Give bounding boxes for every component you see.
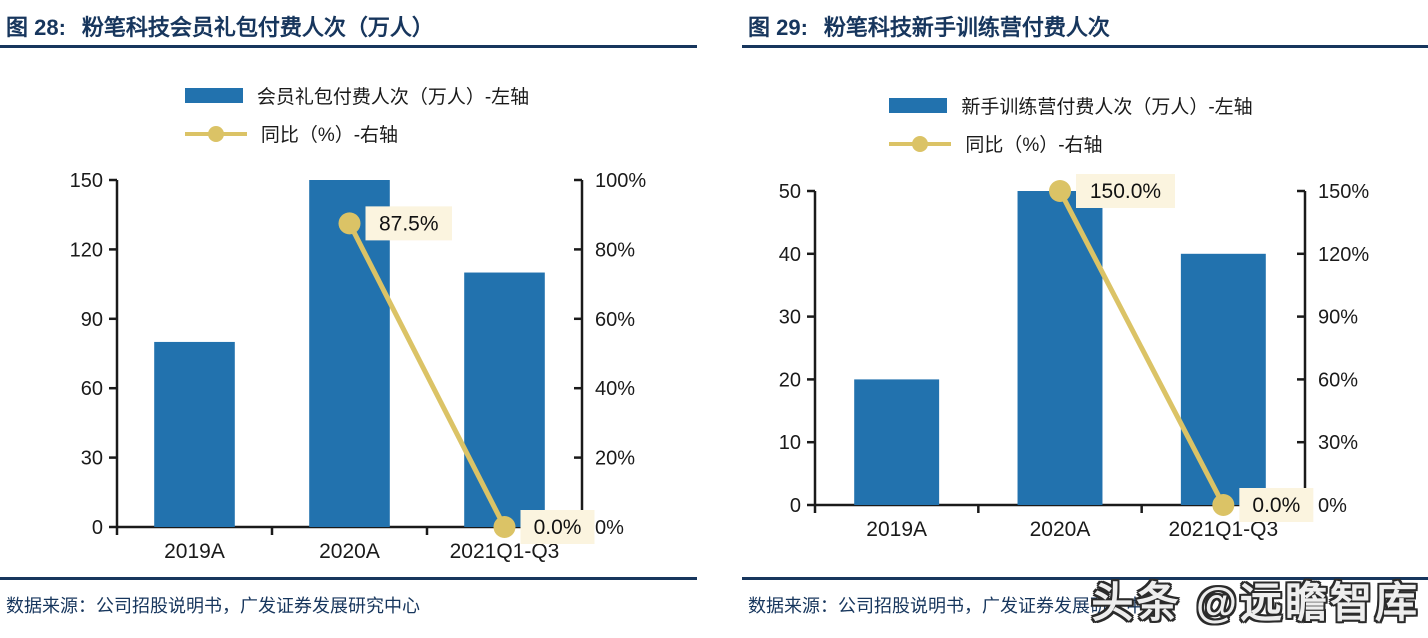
left-axis-tick-label: 10 [779, 432, 801, 454]
yoy-line [1057, 189, 1226, 507]
line-marker [338, 212, 361, 235]
figure-28-panel: 图 28: 粉笔科技会员礼包付费人次（万人） 会员礼包付费人次（万人）-左轴 同… [0, 10, 714, 616]
x-axis-label: 2021Q1-Q3 [1168, 518, 1278, 541]
left-axis-tick-label: 90 [81, 309, 103, 331]
line-marker [493, 516, 516, 538]
x-axis-label: 2020A [1030, 518, 1091, 541]
data-label: 87.5% [379, 212, 439, 235]
left-axis-tick-label: 150 [70, 170, 103, 192]
bar [1180, 253, 1266, 505]
figure-label: 图 29: [748, 15, 808, 40]
line-marker [1212, 494, 1235, 516]
right-axis-tick-label: 0% [1318, 495, 1347, 517]
yoy-line [347, 222, 507, 529]
legend: 新手训练营付费人次（万人）-左轴 同比（%）-右轴 [714, 92, 1428, 157]
right-axis-tick-label: 120% [1318, 244, 1369, 266]
legend-item-bar: 会员礼包付费人次（万人）-左轴 [184, 82, 530, 109]
bar-line-chart: 0 10 20 30 40 50 0% 30% 60% 90% 120% 150% 2019A 2020A… [779, 174, 1369, 541]
bar-line-chart: 0 30 60 90 120 150 0% 20% 40% 60% 80% 100% 2019A 2020… [70, 170, 647, 562]
figure-29-panel: 图 29: 粉笔科技新手训练营付费人次 新手训练营付费人次（万人）-左轴 同比（… [714, 0, 1428, 638]
right-axis-tick-label: 30% [1318, 432, 1358, 454]
figure-29-header: 图 29: 粉笔科技新手训练营付费人次 [748, 10, 1110, 42]
bar [854, 379, 940, 505]
figure-label: 图 28: [6, 15, 66, 40]
footer-divider [0, 577, 697, 580]
x-axis-label: 2021Q1-Q3 [450, 540, 560, 562]
x-axis-label: 2019A [164, 540, 225, 562]
figure-title: 粉笔科技会员礼包付费人次（万人） [81, 15, 434, 40]
bar-swatch-icon [184, 88, 243, 103]
data-label: 150.0% [1090, 180, 1161, 203]
left-axis-tick-label: 50 [779, 181, 801, 203]
left-axis-tick-label: 30 [779, 307, 801, 329]
right-axis-tick-label: 60% [595, 309, 635, 331]
legend-label: 同比（%）-右轴 [260, 125, 399, 146]
legend-label: 新手训练营付费人次（万人）-左轴 [961, 97, 1253, 118]
figure-28-header: 图 28: 粉笔科技会员礼包付费人次（万人） [6, 10, 434, 42]
data-source: 数据来源：公司招股说明书，广发证券发展研究中心 [748, 596, 1162, 616]
data-label: 0.0% [1252, 494, 1300, 517]
title-divider [742, 45, 1428, 48]
title-divider [0, 45, 697, 48]
legend-item-line: 同比（%）-右轴 [889, 130, 1252, 157]
x-axis-label: 2020A [319, 540, 380, 562]
right-axis-tick-label: 100% [595, 170, 646, 192]
footer-divider [742, 577, 1428, 580]
left-axis-tick-label: 0 [790, 495, 801, 517]
right-axis-tick-label: 60% [1318, 369, 1358, 391]
data-label-bg [1239, 488, 1314, 522]
left-axis-tick-label: 20 [779, 369, 801, 391]
left-axis-tick-label: 120 [70, 239, 103, 261]
left-axis-tick-label: 30 [81, 448, 103, 470]
right-axis-tick-label: 40% [595, 378, 635, 400]
data-label-bg [1076, 174, 1175, 208]
watermark: 头条 @远瞻智库 [1091, 579, 1420, 626]
data-label: 0.0% [534, 516, 582, 539]
bar-swatch-icon [889, 98, 948, 113]
right-axis-tick-label: 150% [1318, 181, 1369, 203]
right-axis-tick-label: 90% [1318, 307, 1358, 329]
line-swatch-icon [889, 135, 952, 152]
x-axis-label: 2019A [866, 518, 927, 541]
data-label-bg [520, 510, 595, 544]
bar [464, 272, 545, 527]
legend-item-line: 同比（%）-右轴 [184, 120, 529, 147]
right-axis-tick-label: 20% [595, 448, 635, 470]
bar [1017, 191, 1103, 505]
line-swatch-icon [184, 125, 247, 142]
right-axis-tick-label: 80% [595, 239, 635, 261]
figure-title: 粉笔科技新手训练营付费人次 [823, 15, 1110, 40]
left-axis-tick-label: 60 [81, 378, 103, 400]
legend: 会员礼包付费人次（万人）-左轴 同比（%）-右轴 [0, 82, 714, 147]
data-label-bg [365, 206, 452, 241]
left-axis-tick-label: 40 [779, 244, 801, 266]
left-axis-tick-label: 0 [92, 517, 103, 539]
right-axis-tick-label: 0% [595, 517, 624, 539]
bar [154, 341, 235, 527]
legend-label: 同比（%）-右轴 [965, 135, 1103, 156]
legend-item-bar: 新手训练营付费人次（万人）-左轴 [889, 92, 1253, 119]
legend-label: 会员礼包付费人次（万人）-左轴 [256, 87, 530, 108]
line-marker [1049, 180, 1071, 202]
data-source: 数据来源：公司招股说明书，广发证券发展研究中心 [6, 596, 420, 616]
